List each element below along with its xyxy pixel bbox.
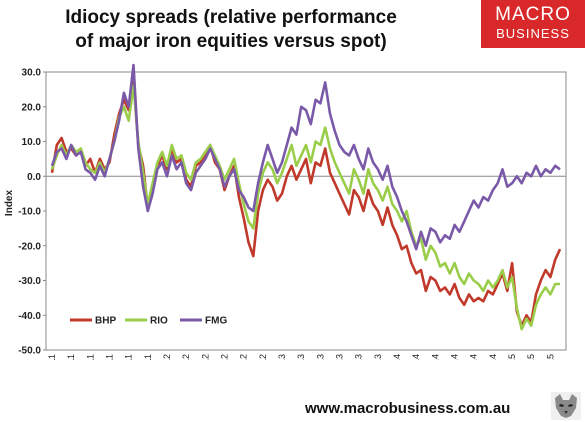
x-tick-label: Sep-14 (469, 354, 479, 360)
x-tick-label: Mar-11 (66, 354, 76, 360)
x-tick-label: Mar-15 (526, 354, 536, 360)
x-tick-label: Mar-13 (296, 354, 306, 360)
x-tick-label: Mar-12 (181, 354, 191, 360)
x-tick-label: Jan-11 (47, 354, 57, 360)
x-tick-label: Jan-14 (392, 354, 402, 360)
x-tick-label: May-13 (315, 354, 325, 360)
legend-label-rio: RIO (150, 316, 168, 327)
y-tick-label: 0.0 (27, 172, 41, 183)
y-tick-label: 20.0 (22, 102, 42, 113)
x-tick-labels: Jan-11 Mar-11 May-11 Jul-11 Sep-11 Nov-11 Jan-… (47, 354, 555, 360)
x-tick-label: May-15 (545, 354, 555, 360)
x-tick-label: Nov-13 (373, 354, 383, 360)
x-tick-label: Jan-12 (162, 354, 172, 360)
series-layer (50, 63, 562, 331)
x-tick-label: Jul-13 (335, 354, 345, 360)
legend-label-bhp: BHP (95, 316, 116, 327)
x-tick-label: Jul-14 (450, 354, 460, 360)
x-tick-label: Jan-13 (277, 354, 287, 360)
x-tick-label: Nov-12 (258, 354, 268, 360)
x-tick-label: Jul-12 (220, 354, 230, 360)
brand-logo: MACRO BUSINESS (481, 0, 585, 48)
x-tick-label: Sep-11 (124, 354, 134, 360)
x-tick-label: Nov-14 (488, 354, 498, 360)
chart-title: Idiocy spreads (relative performance of … (6, 6, 456, 54)
line-chart: 30.0 20.0 10.0 0.0 -10.0 -20.0 -30.0 -40.0 -50.0… (4, 63, 567, 360)
logo-line-1: MACRO (495, 4, 571, 25)
x-tick-label: Sep-13 (354, 354, 364, 360)
x-tick-label: May-11 (85, 354, 95, 360)
chart-title-line-1: Idiocy spreads (relative performance (65, 7, 397, 28)
legend-label-fmg: FMG (205, 316, 227, 327)
y-tick-label: -20.0 (18, 241, 41, 252)
y-tick-label: 10.0 (22, 137, 42, 148)
chart-title-line-2: of major iron equities versus spot) (75, 31, 387, 52)
x-tick-label: Sep-12 (239, 354, 249, 360)
y-tick-label: -50.0 (18, 346, 41, 357)
x-tick-label: May-12 (200, 354, 210, 360)
y-tick-label: -40.0 (18, 311, 41, 322)
x-tick-label: May-14 (430, 354, 440, 360)
x-tick-label: Jan-15 (507, 354, 517, 360)
legend: BHP RIO FMG (70, 316, 227, 327)
x-tick-label: Nov-11 (143, 354, 153, 360)
x-tick-label: Jul-11 (105, 354, 115, 360)
wolf-mascot-icon (551, 392, 581, 420)
y-axis-label: Index (4, 190, 15, 217)
series-line-fmg (50, 63, 561, 251)
x-tick-label: Mar-14 (411, 354, 421, 360)
y-tick-label: -30.0 (18, 276, 41, 287)
plot-area (45, 71, 567, 351)
y-tick-labels: 30.0 20.0 10.0 0.0 -10.0 -20.0 -30.0 -40.0 -50.0 (18, 68, 46, 357)
footer-url: www.macrobusiness.com.au (305, 400, 511, 417)
y-tick-label: 30.0 (22, 68, 42, 79)
logo-line-2: BUSINESS (496, 26, 570, 41)
y-tick-label: -10.0 (18, 207, 41, 218)
